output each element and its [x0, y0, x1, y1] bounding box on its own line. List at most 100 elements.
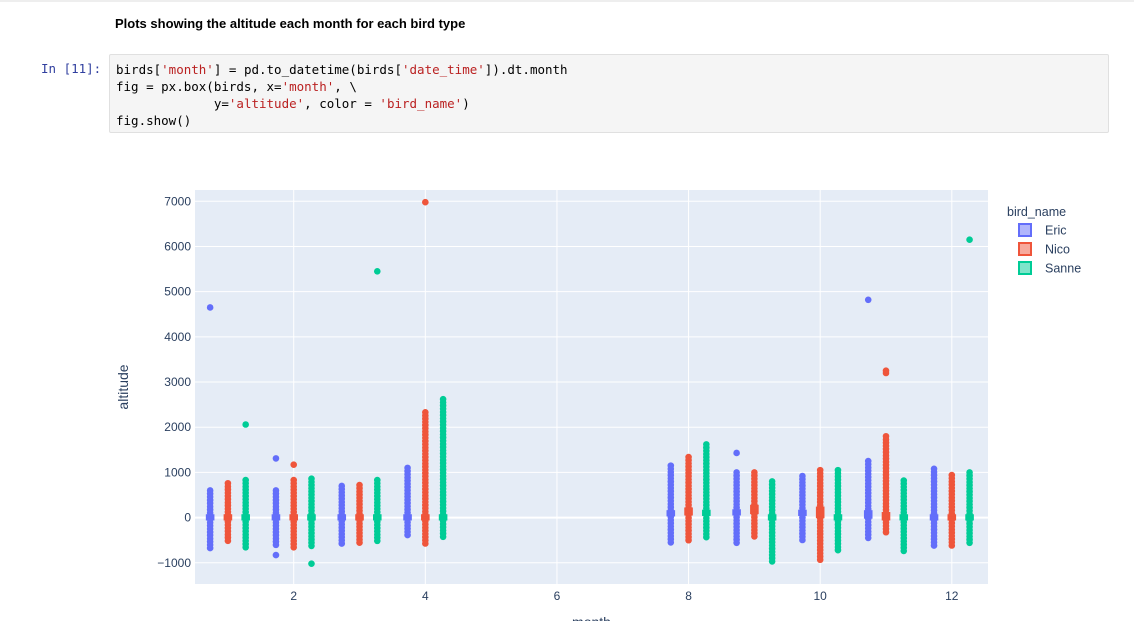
data-point: [882, 528, 890, 536]
box-eric-month-12[interactable]: [929, 465, 939, 549]
x-axis-title: month: [572, 614, 611, 621]
data-point: [224, 537, 232, 545]
data-point: [422, 540, 429, 547]
legend-swatch: [1018, 261, 1032, 275]
data-point: [768, 558, 776, 565]
y-tick-label: 7000: [164, 194, 191, 208]
data-point: [439, 533, 447, 541]
data-point: [356, 539, 363, 546]
y-tick-label: 6000: [164, 239, 191, 253]
box-sanne-month-3[interactable]: [373, 268, 382, 545]
box-plot-svg[interactable]: −1000 0 1000 2000 3000 4000 5000 6000 7000 2 4 6 8 10…: [0, 160, 1134, 625]
box-eric-month-4[interactable]: [403, 464, 412, 539]
outlier-point: [242, 421, 249, 428]
x-tick-label: 6: [554, 589, 561, 603]
data-point: [900, 547, 908, 555]
code-string-token: 'month': [281, 79, 335, 94]
box-eric-month-11[interactable]: [863, 296, 873, 542]
box-eric-month-2[interactable]: [271, 455, 281, 559]
legend-title: bird_name: [1007, 205, 1066, 219]
y-axis-title: altitude: [115, 364, 131, 409]
code-string-token: 'date_time': [402, 62, 485, 77]
box-eric-month-8[interactable]: [666, 462, 676, 546]
code-string-token: 'bird_name': [379, 96, 463, 111]
outlier-point: [966, 236, 973, 244]
code-token: , color =: [304, 96, 380, 111]
box-nico-month-11[interactable]: [881, 367, 891, 536]
data-point: [834, 546, 842, 554]
outlier-point: [308, 560, 315, 567]
series-sanne[interactable]: [241, 236, 974, 567]
outlier-point: [422, 198, 429, 206]
code-token: ): [462, 96, 470, 111]
series-eric[interactable]: [205, 296, 939, 559]
box-nico-month-4[interactable]: [421, 198, 430, 547]
box-nico-month-1[interactable]: [223, 479, 233, 545]
y-tick-label: 1000: [164, 465, 191, 479]
data-point: [733, 539, 740, 547]
data-point: [242, 543, 249, 551]
code-line: birds['month'] = pd.to_datetime(birds['d…: [116, 61, 568, 78]
data-point: [206, 544, 214, 552]
input-prompt: In [11]:: [41, 61, 102, 76]
box-nico-month-8[interactable]: [684, 453, 693, 544]
data-point: [930, 542, 938, 549]
x-tick-label: 2: [290, 589, 297, 603]
box-nico-month-2[interactable]: [289, 461, 299, 551]
data-point: [373, 537, 381, 545]
box-sanne-month-11[interactable]: [899, 477, 909, 555]
data-point: [685, 536, 692, 544]
box-sanne-month-8[interactable]: [702, 441, 711, 541]
code-line: y='altitude', color = 'bird_name'): [116, 95, 568, 112]
x-tick-label: 4: [422, 589, 429, 603]
legend-item-nico[interactable]: Nico: [1018, 242, 1070, 257]
legend-item-eric[interactable]: Eric: [1018, 223, 1067, 238]
code-line: fig.show(): [116, 112, 568, 129]
legend-label: Sanne: [1045, 262, 1081, 276]
box-body: [815, 506, 825, 519]
code-token: birds[: [116, 62, 162, 77]
cell-top-border: [0, 0, 1134, 2]
box-eric-month-1[interactable]: [205, 304, 215, 552]
box-body: [750, 504, 759, 515]
code-string-token: 'altitude': [228, 96, 305, 111]
box-eric-month-3[interactable]: [337, 482, 347, 547]
code-line: fig = px.box(birds, x='month', \: [116, 78, 568, 95]
legend[interactable]: bird_name Eric Nico Sanne: [1007, 205, 1081, 276]
legend-item-sanne[interactable]: Sanne: [1018, 261, 1081, 276]
code-cell[interactable]: birds['month'] = pd.to_datetime(birds['d…: [109, 54, 1109, 133]
box-nico-month-10[interactable]: [815, 466, 825, 564]
code-token: y=: [116, 96, 229, 111]
box-nico-month-3[interactable]: [355, 481, 364, 546]
box-nico-month-12[interactable]: [947, 471, 957, 549]
data-point: [966, 539, 973, 547]
box-sanne-month-9[interactable]: [767, 478, 777, 565]
outlier-point: [373, 268, 381, 275]
plotly-chart[interactable]: −1000 0 1000 2000 3000 4000 5000 6000 7000 2 4 6 8 10…: [0, 160, 1134, 625]
series-nico[interactable]: [223, 198, 957, 564]
box-nico-month-9[interactable]: [750, 469, 759, 540]
box-sanne-month-4[interactable]: [438, 395, 448, 541]
data-point: [864, 534, 872, 542]
box-eric-month-10[interactable]: [798, 472, 807, 544]
box-eric-month-9[interactable]: [732, 449, 741, 547]
outlier-point: [733, 449, 740, 457]
box-sanne-month-10[interactable]: [833, 466, 843, 554]
code-editor[interactable]: birds['month'] = pd.to_datetime(birds['d…: [116, 61, 568, 129]
box-sanne-month-12[interactable]: [965, 236, 974, 547]
box-sanne-month-2[interactable]: [307, 475, 316, 567]
data-point: [667, 539, 675, 546]
markdown-heading: Plots showing the altitude each month fo…: [115, 16, 466, 31]
code-token: fig.show(): [116, 113, 192, 128]
data-point: [290, 543, 298, 551]
outlier-point: [206, 304, 214, 311]
y-tick-label: 2000: [164, 420, 191, 434]
outlier-point: [882, 367, 890, 375]
box-sanne-month-1[interactable]: [241, 421, 250, 551]
code-token: ]).dt.month: [484, 62, 568, 77]
data-point: [751, 533, 758, 540]
outlier-point: [272, 455, 280, 462]
outlier-point: [864, 296, 872, 304]
code-string-token: 'month': [161, 62, 214, 77]
y-tick-label: 4000: [164, 330, 191, 344]
